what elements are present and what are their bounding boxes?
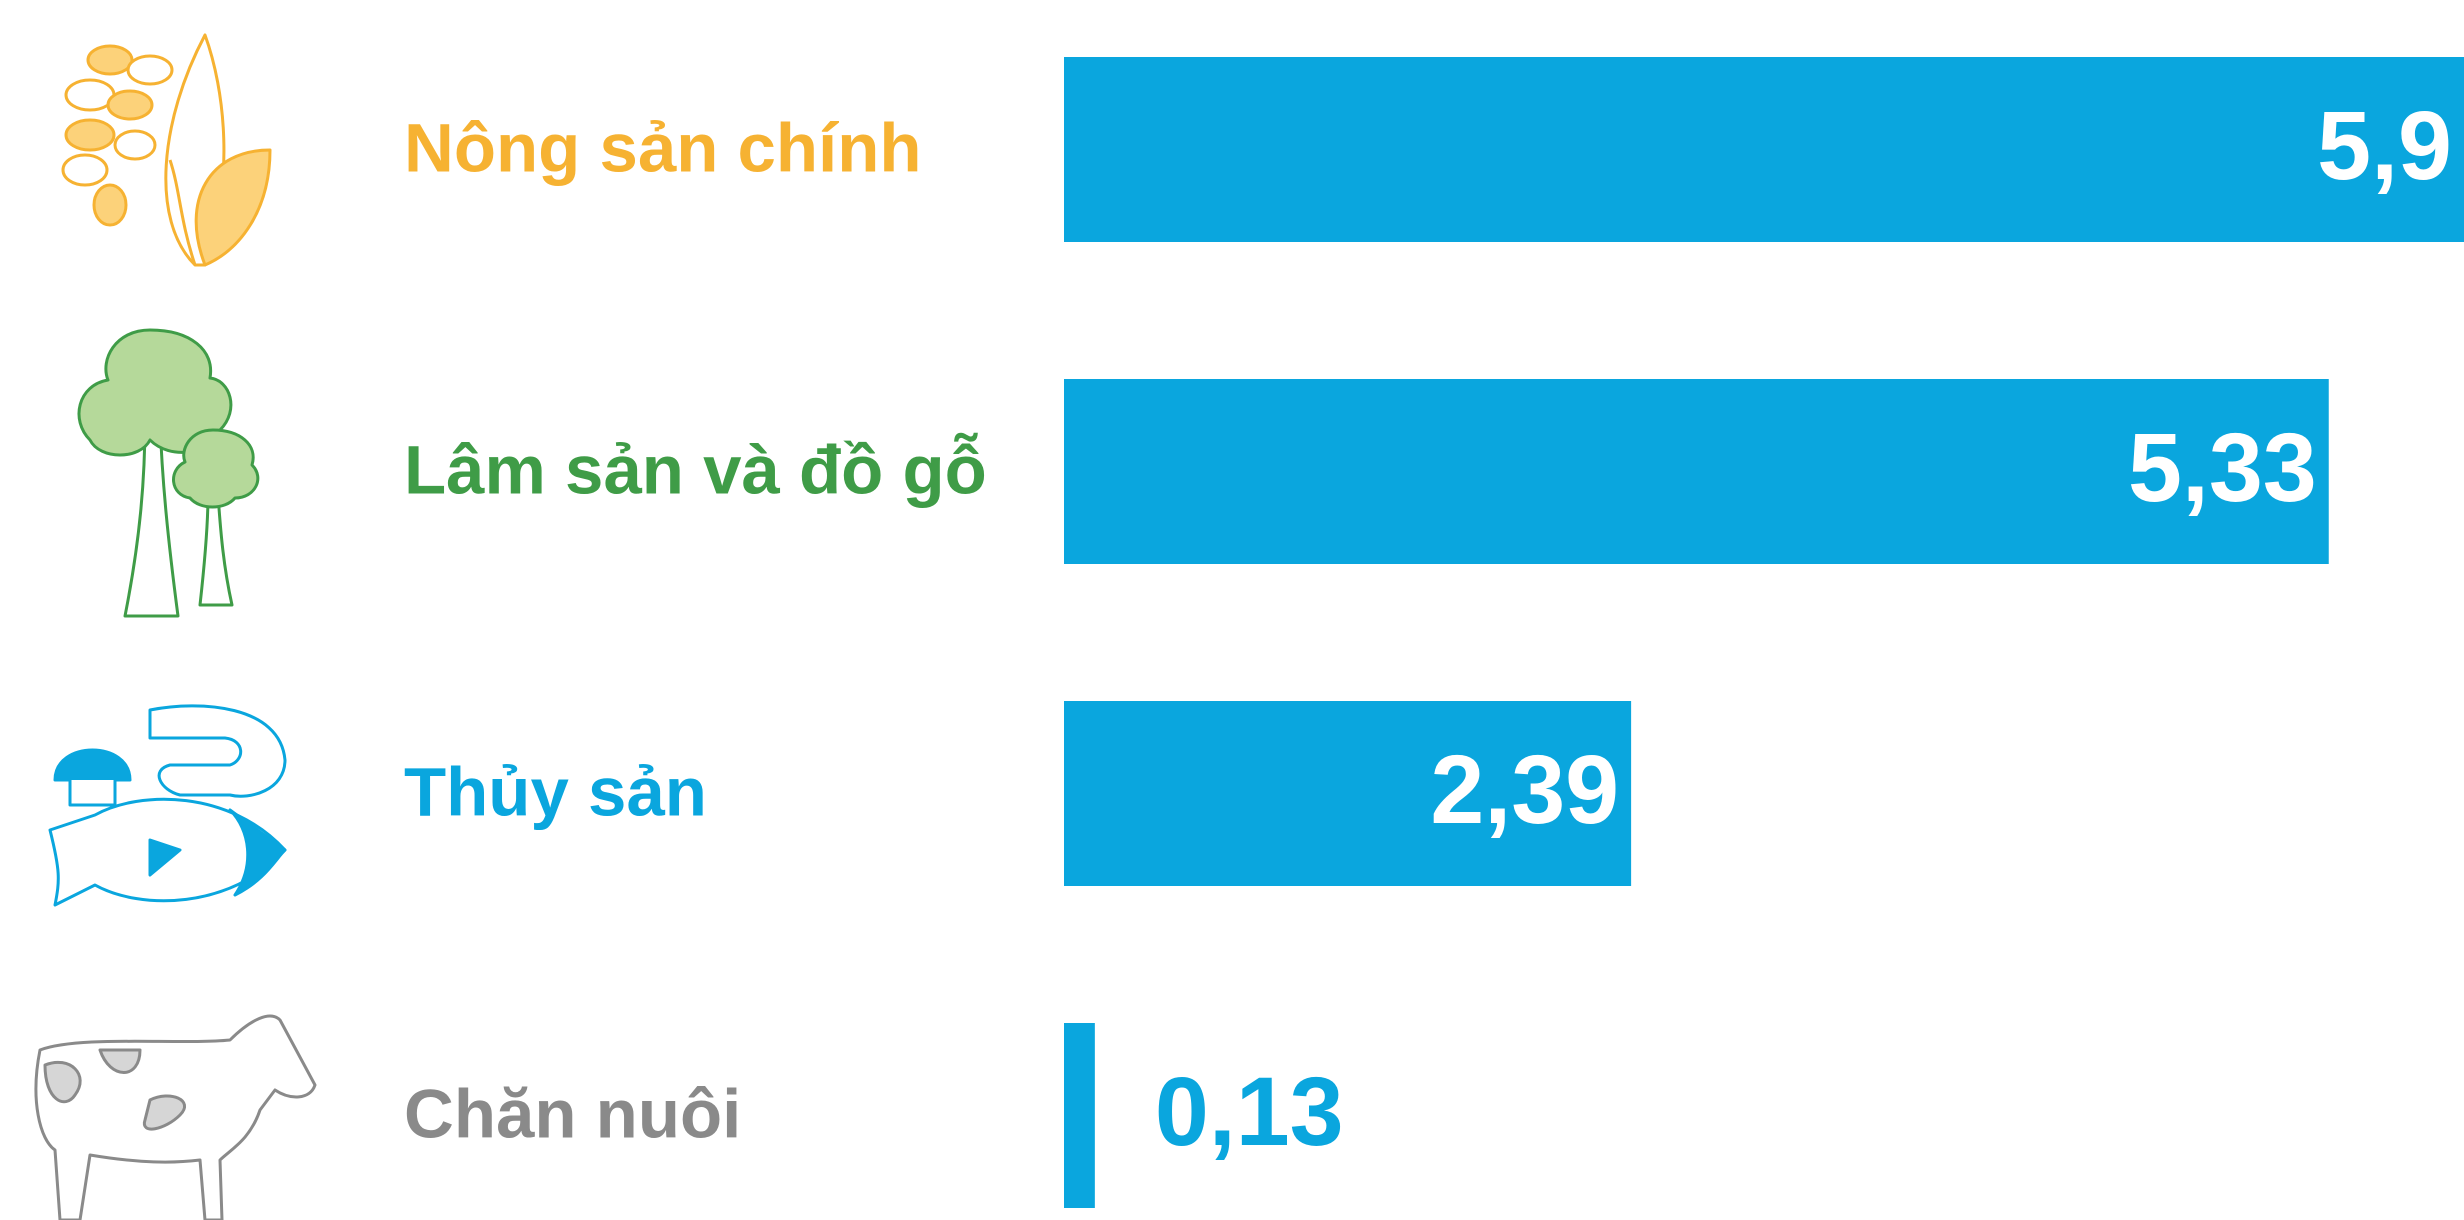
value-label: 2,39: [1430, 735, 1619, 844]
wheat-icon: [63, 35, 270, 265]
chart: Nông sản chính 5,9 Lâm sản và đồ gỗ 5,33 Thủ…: [0, 0, 2464, 1220]
category-label: Nông sản chính: [404, 110, 922, 187]
value-label: 5,33: [2128, 413, 2317, 522]
category-label: Lâm sản và đồ gỗ: [404, 432, 987, 509]
seafood-icon: [50, 706, 285, 905]
value-label: 0,13: [1155, 1057, 1344, 1166]
bar: [1064, 57, 2464, 242]
category-label: Chăn nuôi: [404, 1076, 741, 1153]
tree-icon: [79, 330, 258, 616]
bar: [1064, 1023, 1095, 1208]
category-label: Thủy sản: [404, 754, 707, 831]
cow-icon: [36, 1016, 315, 1220]
value-label: 5,9: [2317, 91, 2452, 200]
